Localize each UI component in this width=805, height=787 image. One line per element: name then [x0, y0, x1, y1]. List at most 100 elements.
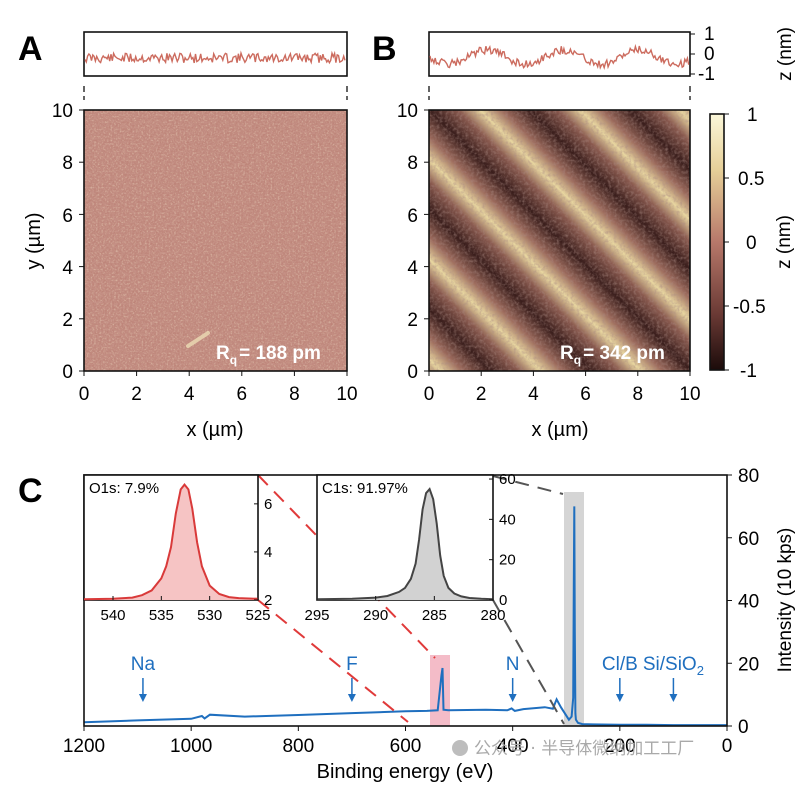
tick-label: 0 [722, 736, 733, 757]
roughness-b: Rq = 342 pm [560, 343, 665, 367]
c1s-zoom-connector-top [492, 475, 564, 495]
survey-plot: Na F N Cl/B Si/SiO2 [83, 506, 727, 727]
tick-label: 530 [197, 607, 222, 624]
annotation-label: Cl/B [602, 654, 638, 675]
tick-label: 2 [131, 384, 142, 405]
tick-label: 2 [62, 310, 73, 331]
profile-tick-label: 0 [704, 44, 715, 65]
watermark: 公众号 · 半导体微纳加工工厂 [452, 734, 694, 759]
annotation-label: Na [131, 654, 156, 675]
tick-label: 4 [407, 258, 418, 279]
survey-y-ticks: 0 20 40 60 80 [727, 466, 759, 738]
tick-label: 1000 [170, 736, 212, 757]
colorbar-tick-label: 0 [746, 233, 757, 254]
x-axis-label-b: x (µm) [531, 419, 588, 441]
profile-a-frame [83, 31, 348, 77]
arrow-down-icon [615, 694, 624, 702]
y-axis-label-a: y (µm) [23, 212, 45, 269]
x-axis-label-a: x (µm) [186, 419, 243, 441]
tick-label: 295 [304, 607, 329, 624]
tick-label: 8 [289, 384, 300, 405]
tick-label: 8 [407, 153, 418, 174]
axis-b-x: 0 2 4 6 8 10 x (µm) [424, 371, 701, 441]
tick-label: 6 [62, 206, 73, 227]
tick-label: 0 [79, 384, 90, 405]
panel-letter-a: A [18, 30, 43, 68]
profile-tick-label: 1 [704, 24, 715, 45]
tick-label: 4 [528, 384, 539, 405]
tick-label: 0 [424, 384, 435, 405]
afm-map-b-texture [429, 110, 690, 371]
arrow-down-icon [138, 694, 147, 702]
profile-a-line [84, 50, 346, 65]
x-axis-label-c: Binding energy (eV) [317, 761, 494, 783]
afm-map-b-frame [428, 109, 691, 372]
tick-label: 10 [52, 101, 73, 122]
profile-a [83, 31, 348, 100]
tick-label: 2 [476, 384, 487, 405]
c1s-zoom-connector-bottom [492, 599, 565, 725]
tick-label: 60 [738, 529, 759, 550]
profile-tick-label: -1 [698, 64, 715, 85]
arrow-down-icon [508, 694, 517, 702]
survey-line [83, 506, 727, 727]
tick-label: 0 [738, 717, 749, 738]
tick-label: 0 [62, 362, 73, 383]
colorbar-tick-label: 1 [747, 105, 758, 126]
peak-annotations: Na F N Cl/B Si/SiO2 [131, 654, 704, 702]
tick-label: 80 [738, 466, 759, 487]
afm-map-a-frame [83, 109, 348, 372]
afm-map-a: Rq = 188 pm [83, 109, 348, 372]
c1s-peak-line [316, 487, 494, 601]
colorbar-label: z (nm) [774, 215, 795, 269]
tick-label: 540 [100, 607, 125, 624]
tick-label: 10 [397, 101, 418, 122]
tick-label: 10 [336, 384, 357, 405]
tick-label: 600 [390, 736, 422, 757]
tick-label: 4 [62, 258, 73, 279]
tick-label: 1200 [63, 736, 105, 757]
annotation-label: F [346, 654, 358, 675]
tick-label: 6 [264, 496, 272, 513]
wechat-icon [452, 740, 468, 756]
tick-label: 6 [580, 384, 591, 405]
annotation-label: N [506, 654, 520, 675]
afm-map-a-texture [84, 110, 347, 371]
tick-label: 0 [499, 592, 507, 609]
colorbar-gradient [709, 113, 725, 371]
panel-letter-b: B [372, 30, 397, 68]
colorbar: 1 0.5 0 -0.5 -1 z (nm) [709, 105, 795, 382]
o1s-zoom-connector-bottom [257, 599, 409, 723]
colorbar-tick-label: -1 [740, 361, 757, 382]
colorbar-tick-label: 0.5 [738, 169, 764, 190]
tick-label: 60 [499, 471, 516, 488]
tick-label: 200 [604, 736, 636, 757]
arrow-down-icon [669, 694, 678, 702]
tick-label: 20 [499, 552, 516, 569]
tick-label: 2 [407, 310, 418, 331]
tick-label: 40 [499, 511, 516, 528]
axis-a-x: 0 2 4 6 8 10 x (µm) [79, 371, 358, 441]
tick-label: 800 [282, 736, 314, 757]
tick-label: 285 [422, 607, 447, 624]
axis-b-y: 0 2 4 6 8 10 [397, 101, 429, 383]
colorbar-tick-label: -0.5 [733, 297, 766, 318]
panel-letter-c: C [18, 472, 43, 510]
tick-label: 0 [407, 362, 418, 383]
tick-label: 290 [363, 607, 388, 624]
tick-label: 40 [738, 592, 759, 613]
c1s-inset-title: C1s: 91.97% [322, 480, 408, 497]
tick-label: 20 [738, 654, 759, 675]
profile-axis-label-b: z (nm) [775, 27, 796, 81]
afm-map-b: Rq = 342 pm [428, 109, 691, 372]
tick-label: 2 [264, 592, 272, 609]
axis-a-y: 0 2 4 6 8 10 y (µm) [23, 101, 84, 383]
tick-label: 535 [149, 607, 174, 624]
tick-label: 10 [679, 384, 700, 405]
